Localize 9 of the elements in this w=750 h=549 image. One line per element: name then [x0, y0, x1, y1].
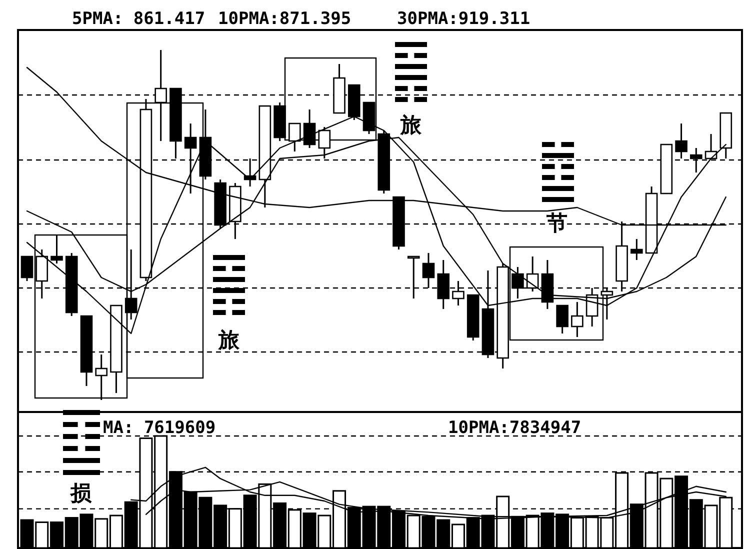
text: 5PMA: 861.417 — [72, 9, 206, 29]
text: 10PMA:871.395 — [218, 9, 352, 29]
annotation: 节 — [546, 210, 568, 235]
annotation: 损 — [70, 480, 92, 505]
annotation: 10PMA:7834947 — [448, 418, 582, 438]
text: 30PMA:919.311 — [397, 9, 530, 29]
annotation: MA: 7619609 — [103, 418, 216, 438]
annotation: 旅 — [218, 327, 240, 352]
annotation: 旅 — [400, 112, 422, 137]
